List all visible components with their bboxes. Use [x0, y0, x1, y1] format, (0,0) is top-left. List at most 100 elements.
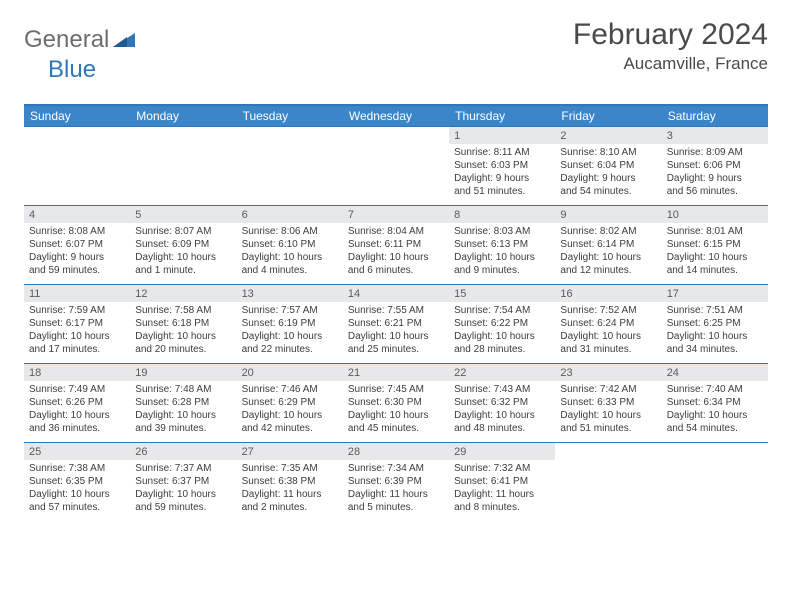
day-cell: 16Sunrise: 7:52 AMSunset: 6:24 PMDayligh…: [555, 285, 661, 363]
day-content: Sunrise: 7:46 AMSunset: 6:29 PMDaylight:…: [237, 381, 343, 439]
day-content: Sunrise: 7:52 AMSunset: 6:24 PMDaylight:…: [555, 302, 661, 360]
day-content: Sunrise: 8:09 AMSunset: 6:06 PMDaylight:…: [662, 144, 768, 202]
day-cell: 25Sunrise: 7:38 AMSunset: 6:35 PMDayligh…: [24, 443, 130, 521]
sunrise-line: Sunrise: 7:42 AM: [560, 383, 656, 396]
daylight-line: and 59 minutes.: [29, 264, 125, 277]
daylight-line: Daylight: 10 hours: [560, 251, 656, 264]
daylight-line: and 4 minutes.: [242, 264, 338, 277]
logo-triangle-icon: [113, 29, 135, 52]
daylight-line: Daylight: 10 hours: [667, 251, 763, 264]
daylight-line: Daylight: 10 hours: [29, 488, 125, 501]
logo-text-blue: Blue: [48, 56, 96, 84]
sunset-line: Sunset: 6:03 PM: [454, 159, 550, 172]
daylight-line: Daylight: 10 hours: [348, 409, 444, 422]
sunset-line: Sunset: 6:21 PM: [348, 317, 444, 330]
sunset-line: Sunset: 6:39 PM: [348, 475, 444, 488]
empty-day-cell: [555, 443, 661, 521]
daylight-line: and 42 minutes.: [242, 422, 338, 435]
sunset-line: Sunset: 6:11 PM: [348, 238, 444, 251]
daylight-line: Daylight: 10 hours: [242, 330, 338, 343]
daylight-line: Daylight: 9 hours: [29, 251, 125, 264]
daylight-line: Daylight: 10 hours: [454, 251, 550, 264]
week-row: 25Sunrise: 7:38 AMSunset: 6:35 PMDayligh…: [24, 442, 768, 521]
sunrise-line: Sunrise: 7:35 AM: [242, 462, 338, 475]
sunset-line: Sunset: 6:29 PM: [242, 396, 338, 409]
weekday-header: Saturday: [662, 106, 768, 126]
daylight-line: Daylight: 11 hours: [242, 488, 338, 501]
sunset-line: Sunset: 6:09 PM: [135, 238, 231, 251]
day-cell: 12Sunrise: 7:58 AMSunset: 6:18 PMDayligh…: [130, 285, 236, 363]
day-number: 22: [449, 364, 555, 381]
sunrise-line: Sunrise: 7:52 AM: [560, 304, 656, 317]
sunrise-line: Sunrise: 7:38 AM: [29, 462, 125, 475]
daylight-line: and 57 minutes.: [29, 501, 125, 514]
day-content: Sunrise: 8:11 AMSunset: 6:03 PMDaylight:…: [449, 144, 555, 202]
day-content: Sunrise: 7:59 AMSunset: 6:17 PMDaylight:…: [24, 302, 130, 360]
day-content: Sunrise: 8:04 AMSunset: 6:11 PMDaylight:…: [343, 223, 449, 281]
day-content: Sunrise: 8:07 AMSunset: 6:09 PMDaylight:…: [130, 223, 236, 281]
day-number: 18: [24, 364, 130, 381]
day-cell: 3Sunrise: 8:09 AMSunset: 6:06 PMDaylight…: [662, 127, 768, 205]
day-content: Sunrise: 7:43 AMSunset: 6:32 PMDaylight:…: [449, 381, 555, 439]
day-cell: 13Sunrise: 7:57 AMSunset: 6:19 PMDayligh…: [237, 285, 343, 363]
sunrise-line: Sunrise: 7:34 AM: [348, 462, 444, 475]
day-number: 16: [555, 285, 661, 302]
day-number: 29: [449, 443, 555, 460]
sunset-line: Sunset: 6:15 PM: [667, 238, 763, 251]
day-content: Sunrise: 8:08 AMSunset: 6:07 PMDaylight:…: [24, 223, 130, 281]
day-content: Sunrise: 7:57 AMSunset: 6:19 PMDaylight:…: [237, 302, 343, 360]
weekday-header: Sunday: [24, 106, 130, 126]
weekday-header: Thursday: [449, 106, 555, 126]
sunrise-line: Sunrise: 8:09 AM: [667, 146, 763, 159]
sunrise-line: Sunrise: 7:37 AM: [135, 462, 231, 475]
sunset-line: Sunset: 6:26 PM: [29, 396, 125, 409]
sunset-line: Sunset: 6:18 PM: [135, 317, 231, 330]
day-number: 20: [237, 364, 343, 381]
day-number: 5: [130, 206, 236, 223]
day-cell: 14Sunrise: 7:55 AMSunset: 6:21 PMDayligh…: [343, 285, 449, 363]
daylight-line: and 5 minutes.: [348, 501, 444, 514]
sunset-line: Sunset: 6:37 PM: [135, 475, 231, 488]
sunrise-line: Sunrise: 7:57 AM: [242, 304, 338, 317]
daylight-line: Daylight: 10 hours: [29, 330, 125, 343]
sunset-line: Sunset: 6:32 PM: [454, 396, 550, 409]
daylight-line: Daylight: 10 hours: [667, 409, 763, 422]
sunset-line: Sunset: 6:33 PM: [560, 396, 656, 409]
day-cell: 27Sunrise: 7:35 AMSunset: 6:38 PMDayligh…: [237, 443, 343, 521]
sunrise-line: Sunrise: 8:02 AM: [560, 225, 656, 238]
daylight-line: Daylight: 9 hours: [560, 172, 656, 185]
empty-day-cell: [24, 127, 130, 205]
calendar-page: General February 2024 Aucamville, France…: [0, 0, 792, 539]
day-number: 23: [555, 364, 661, 381]
sunrise-line: Sunrise: 7:45 AM: [348, 383, 444, 396]
day-number: 13: [237, 285, 343, 302]
daylight-line: and 51 minutes.: [560, 422, 656, 435]
weekday-header: Monday: [130, 106, 236, 126]
day-content: Sunrise: 8:03 AMSunset: 6:13 PMDaylight:…: [449, 223, 555, 281]
day-content: Sunrise: 7:32 AMSunset: 6:41 PMDaylight:…: [449, 460, 555, 518]
day-number: 9: [555, 206, 661, 223]
sunrise-line: Sunrise: 7:46 AM: [242, 383, 338, 396]
sunset-line: Sunset: 6:10 PM: [242, 238, 338, 251]
sunset-line: Sunset: 6:28 PM: [135, 396, 231, 409]
daylight-line: Daylight: 11 hours: [454, 488, 550, 501]
day-number: 26: [130, 443, 236, 460]
day-content: Sunrise: 8:10 AMSunset: 6:04 PMDaylight:…: [555, 144, 661, 202]
day-number: 7: [343, 206, 449, 223]
daylight-line: Daylight: 10 hours: [560, 409, 656, 422]
day-number: 3: [662, 127, 768, 144]
sunset-line: Sunset: 6:24 PM: [560, 317, 656, 330]
day-cell: 21Sunrise: 7:45 AMSunset: 6:30 PMDayligh…: [343, 364, 449, 442]
empty-day-cell: [130, 127, 236, 205]
daylight-line: Daylight: 10 hours: [667, 330, 763, 343]
day-number: 10: [662, 206, 768, 223]
day-content: Sunrise: 7:49 AMSunset: 6:26 PMDaylight:…: [24, 381, 130, 439]
daylight-line: and 17 minutes.: [29, 343, 125, 356]
day-content: Sunrise: 8:06 AMSunset: 6:10 PMDaylight:…: [237, 223, 343, 281]
daylight-line: and 45 minutes.: [348, 422, 444, 435]
empty-day-cell: [662, 443, 768, 521]
day-number: 21: [343, 364, 449, 381]
daylight-line: and 12 minutes.: [560, 264, 656, 277]
daylight-line: and 39 minutes.: [135, 422, 231, 435]
daylight-line: and 8 minutes.: [454, 501, 550, 514]
